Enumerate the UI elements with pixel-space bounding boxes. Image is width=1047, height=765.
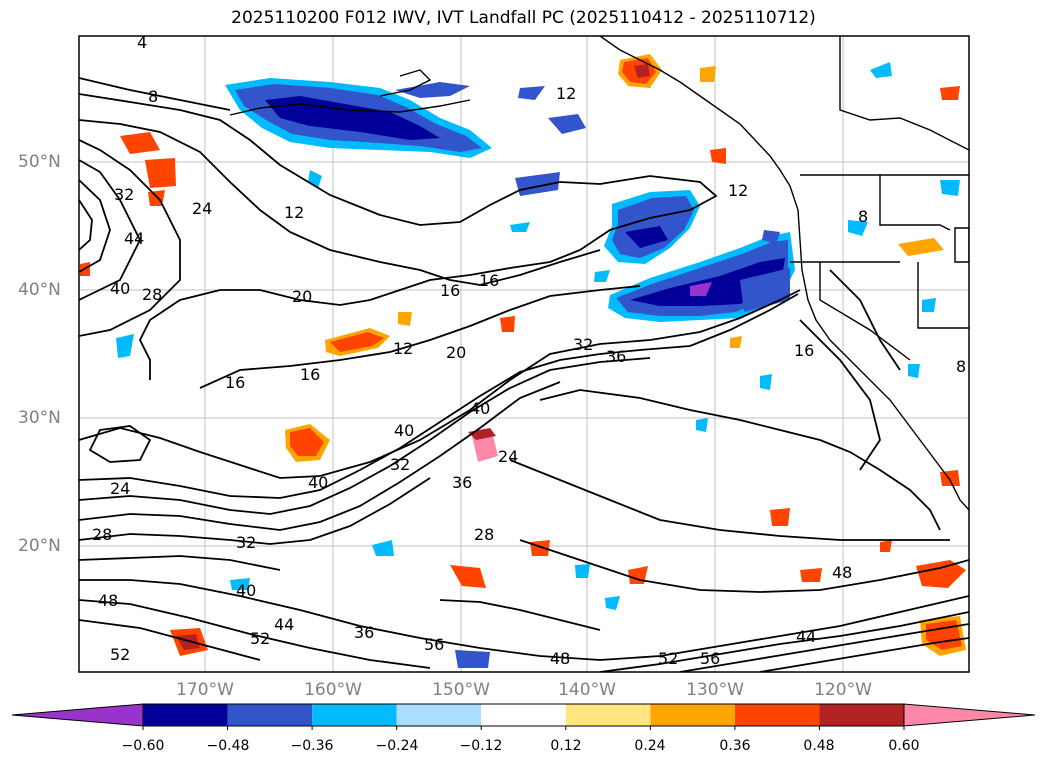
contour-label: 16 xyxy=(794,341,814,360)
contour-label: 48 xyxy=(550,649,570,668)
coastlines xyxy=(229,36,969,511)
lat-label-30n: 30°N xyxy=(18,408,61,428)
lon-label-170w: 170°W xyxy=(176,680,234,700)
contour-label: 24 xyxy=(498,447,518,466)
colorbar-tick-label: 0.12 xyxy=(550,738,582,754)
colorbar-tick-label: −0.12 xyxy=(459,738,503,754)
lon-label-140w: 140°W xyxy=(558,680,616,700)
colorbar-tick-label: 0.48 xyxy=(803,738,835,754)
contour-label: 16 xyxy=(225,373,245,392)
contour-label: 36 xyxy=(606,347,626,366)
contour-label: 44 xyxy=(274,615,294,634)
contour-label: 24 xyxy=(110,479,130,498)
colorbar-segment xyxy=(734,704,820,726)
contour-label: 16 xyxy=(479,271,499,290)
colorbar-segment xyxy=(396,704,482,726)
colorbar-segment xyxy=(819,704,904,726)
lat-label-20n: 20°N xyxy=(18,536,61,556)
contour-label: 48 xyxy=(832,563,852,582)
contour-label: 32 xyxy=(573,335,593,354)
contour-label: 32 xyxy=(236,533,256,552)
colorbar-tick-label: −0.24 xyxy=(375,738,419,754)
positive-patches xyxy=(80,54,966,656)
contour-label: 40 xyxy=(110,279,130,298)
contour-label: 52 xyxy=(110,645,130,664)
colorbar-segment xyxy=(312,704,397,726)
lon-label-160w: 160°W xyxy=(304,680,362,700)
contour-label: 28 xyxy=(92,525,112,544)
contour-label: 8 xyxy=(858,207,868,226)
colorbar-tick-label: 0.36 xyxy=(719,738,751,754)
colorbar-segment xyxy=(227,704,313,726)
lon-label-150w: 150°W xyxy=(432,680,490,700)
colorbar xyxy=(11,703,1036,730)
colorbar-tick-label: −0.48 xyxy=(206,738,250,754)
contour-label: 48 xyxy=(98,591,118,610)
lat-label-40n: 40°N xyxy=(18,280,61,300)
contour-label: 8 xyxy=(956,357,966,376)
contour-label: 4 xyxy=(137,33,147,52)
contour-lines xyxy=(79,77,969,672)
negative-patches xyxy=(116,62,960,668)
contour-label: 28 xyxy=(474,525,494,544)
contour-label: 56 xyxy=(700,649,720,668)
colorbar-segment xyxy=(650,704,735,726)
contour-label: 12 xyxy=(284,203,304,222)
contour-label: 8 xyxy=(148,87,158,106)
contour-label: 44 xyxy=(796,627,816,646)
contour-label: 36 xyxy=(354,623,374,642)
colorbar-frame xyxy=(142,703,905,727)
contour-label: 16 xyxy=(300,365,320,384)
contour-label: 52 xyxy=(658,649,678,668)
contour-label: 40 xyxy=(470,399,490,418)
contour-label: 52 xyxy=(250,629,270,648)
colorbar-tick-label: 0.60 xyxy=(888,738,920,754)
contour-label: 20 xyxy=(446,343,466,362)
contour-label: 20 xyxy=(292,287,312,306)
plot-frame xyxy=(78,35,970,673)
lon-label-130w: 130°W xyxy=(686,680,744,700)
contour-label: 12 xyxy=(728,181,748,200)
colorbar-tick-label: 0.24 xyxy=(634,738,666,754)
contour-label: 32 xyxy=(390,455,410,474)
colorbar-tick-label: −0.36 xyxy=(290,738,334,754)
lon-label-120w: 120°W xyxy=(814,680,872,700)
map-title: 2025110200 F012 IWV, IVT Landfall PC (20… xyxy=(231,8,816,28)
lat-label-50n: 50°N xyxy=(18,152,61,172)
contour-label: 40 xyxy=(236,581,256,600)
contour-label: 40 xyxy=(308,473,328,492)
contour-label: 12 xyxy=(393,339,413,358)
contour-label: 28 xyxy=(142,285,162,304)
plot-area xyxy=(79,36,969,672)
colorbar-segment xyxy=(565,704,651,726)
contour-label: 56 xyxy=(424,635,444,654)
contour-label: 24 xyxy=(192,199,212,218)
contour-label: 16 xyxy=(440,281,460,300)
colorbar-segment xyxy=(481,704,566,726)
colorbar-tick-label: −0.60 xyxy=(121,738,165,754)
contour-label: 36 xyxy=(452,473,472,492)
colorbar-segment xyxy=(143,704,228,726)
contour-label: 32 xyxy=(114,185,134,204)
contour-label: 40 xyxy=(394,421,414,440)
contour-label: 44 xyxy=(124,229,144,248)
contour-label: 12 xyxy=(556,84,576,103)
